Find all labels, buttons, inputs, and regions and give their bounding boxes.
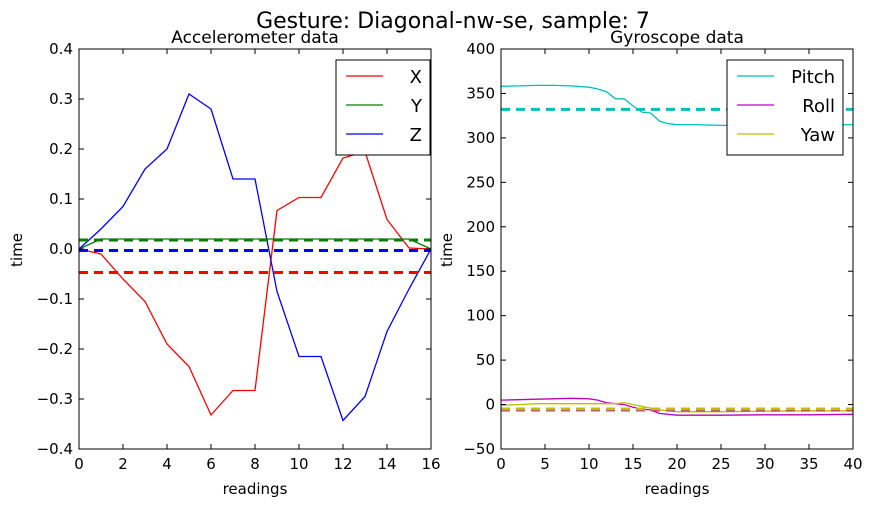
accelerometer-ytick-label: 0.1	[49, 190, 73, 208]
gyroscope-xtick-label: 0	[496, 455, 506, 473]
gyroscope-ytick-label: 150	[466, 262, 495, 280]
accelerometer-ylabel: time	[8, 233, 26, 267]
gyroscope-xtick-label: 5	[540, 455, 550, 473]
gyroscope-series-roll-line	[501, 397, 853, 416]
accelerometer-legend-label-y: Y	[410, 96, 423, 117]
accelerometer-subplot: Accelerometer data 0 2 4 6 8 10 12 14 16 −0.4 −0.3…	[8, 28, 441, 498]
gyroscope-legend-label-yaw: Yaw	[800, 125, 835, 146]
accelerometer-ytick-label: 0.0	[49, 240, 73, 258]
gyroscope-series-yaw-line	[501, 402, 853, 413]
accelerometer-ytick-label: −0.3	[37, 390, 73, 408]
gyroscope-title: Gyroscope data	[610, 28, 744, 48]
gyroscope-xtick-label: 25	[711, 455, 730, 473]
gyroscope-ytick-label: 400	[466, 40, 495, 58]
gyroscope-xtick-label: 30	[755, 455, 774, 473]
accelerometer-ytick-label: 0.3	[49, 90, 73, 108]
gyroscope-xlabel: readings	[645, 480, 710, 498]
accelerometer-xtick-label: 2	[118, 455, 128, 473]
gyroscope-legend-label-pitch: Pitch	[791, 67, 835, 88]
gyroscope-subplot: Gyroscope data 0 5 10 15 20 25 30 35 40−50050100…	[438, 28, 863, 498]
accelerometer-xtick-label: 14	[377, 455, 396, 473]
gyroscope-xtick-label: 15	[623, 455, 642, 473]
accelerometer-ytick-label: −0.1	[37, 290, 73, 308]
accelerometer-xtick-label: 16	[421, 455, 440, 473]
accelerometer-xtick-label: 6	[206, 455, 216, 473]
accelerometer-xtick-label: 8	[250, 455, 260, 473]
gyroscope-xtick-label: 20	[667, 455, 686, 473]
gyroscope-legend-label-roll: Roll	[802, 96, 835, 117]
accelerometer-legend-label-z: Z	[410, 125, 422, 146]
accelerometer-plot-area: 0 2 4 6 8 10 12 14 16 −0.4 −0.3 −0.2 −0.1 0.0 0.1 0.2 0.…	[37, 40, 441, 473]
figure-suptitle: Gesture: Diagonal-nw-se, sample: 7	[256, 9, 650, 34]
gyroscope-xtick-label: 40	[843, 455, 862, 473]
gyroscope-ylabel: time	[438, 233, 456, 267]
accelerometer-xtick-label: 4	[162, 455, 172, 473]
accelerometer-xtick-label: 10	[289, 455, 308, 473]
gyroscope-ytick-label: 50	[476, 351, 495, 369]
accelerometer-title: Accelerometer data	[171, 28, 339, 48]
gyroscope-ytick-label: 250	[466, 173, 495, 191]
gyroscope-ytick-label: 350	[466, 84, 495, 102]
gyroscope-series-pitch-line	[501, 84, 853, 127]
gyroscope-ytick-label: 0	[485, 396, 495, 414]
gyroscope-ytick-label: 200	[466, 218, 495, 236]
gyroscope-ytick-label: −50	[463, 440, 495, 458]
accelerometer-ytick-label: −0.4	[37, 440, 73, 458]
accelerometer-xtick-label: 0	[74, 455, 84, 473]
gyroscope-xtick-label: 10	[579, 455, 598, 473]
gyroscope-ytick-label: 100	[466, 307, 495, 325]
accelerometer-ytick-label: 0.4	[49, 40, 73, 58]
accelerometer-xlabel: readings	[223, 480, 288, 498]
accelerometer-series-z-line	[79, 93, 431, 422]
gyroscope-legend: Pitch Roll Yaw	[726, 59, 844, 156]
accelerometer-legend: XYZ	[335, 59, 431, 156]
gyroscope-xtick-label: 35	[799, 455, 818, 473]
gyroscope-ytick-label: 300	[466, 129, 495, 147]
accelerometer-xtick-label: 12	[333, 455, 352, 473]
accelerometer-series-x-line	[79, 150, 431, 417]
accelerometer-ytick-label: −0.2	[37, 340, 73, 358]
accelerometer-legend-label-x: X	[410, 67, 422, 88]
accelerometer-ytick-label: 0.2	[49, 140, 73, 158]
